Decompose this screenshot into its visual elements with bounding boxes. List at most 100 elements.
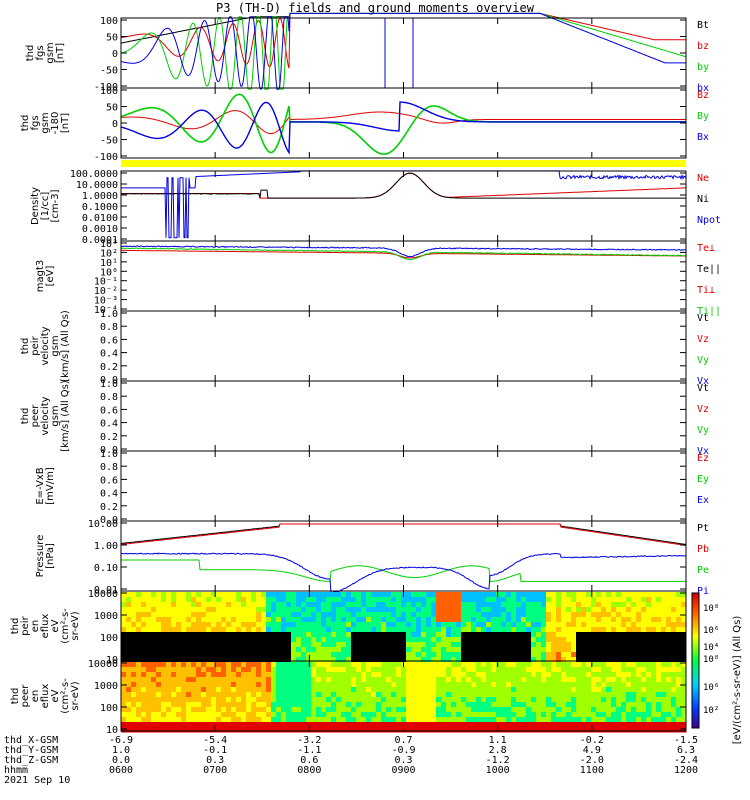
spectro-cell xyxy=(266,687,272,693)
spectro-cell xyxy=(321,727,327,733)
spectro-cell xyxy=(486,727,492,733)
spectro-cell xyxy=(346,682,352,688)
spectro-cell xyxy=(311,642,317,648)
spectro-cell xyxy=(166,717,172,723)
spectro-cell xyxy=(496,667,502,673)
spectro-cell xyxy=(491,652,497,658)
spectro-cell xyxy=(666,657,672,663)
spectro-cell xyxy=(366,672,372,678)
quality-bar xyxy=(121,160,686,167)
spectro-cell xyxy=(216,692,222,698)
spectro-cell xyxy=(276,602,282,608)
spectro-cell xyxy=(141,672,147,678)
spectro-cell xyxy=(671,672,677,678)
spectro-cell xyxy=(496,702,502,708)
spectro-cell xyxy=(681,697,687,703)
spectro-cell xyxy=(551,687,557,693)
spectro-cell xyxy=(306,647,312,653)
spectro-cell xyxy=(566,617,572,623)
spectro-cell xyxy=(151,667,157,673)
spectro-cell xyxy=(306,602,312,608)
spectro-cell xyxy=(136,662,142,668)
spectro-cell xyxy=(581,672,587,678)
spectro-cell xyxy=(236,652,242,658)
spectro-cell xyxy=(456,707,462,713)
spectro-cell xyxy=(361,697,367,703)
spectro-cell xyxy=(241,717,247,723)
spectro-cell xyxy=(151,712,157,718)
spectro-cell xyxy=(431,647,437,653)
spectro-cell xyxy=(491,687,497,693)
spectro-cell xyxy=(571,602,577,608)
spectro-cell xyxy=(231,657,237,663)
spectro-cell xyxy=(221,657,227,663)
spectro-cell xyxy=(421,682,427,688)
spectro-cell xyxy=(316,717,322,723)
spectro-cell xyxy=(606,697,612,703)
spectro-cell xyxy=(191,712,197,718)
spectro-cell xyxy=(681,637,687,643)
spectro-cell xyxy=(371,597,377,603)
y-axis-label: gsm xyxy=(40,112,51,133)
spectro-cell xyxy=(321,697,327,703)
spectro-cell xyxy=(306,662,312,668)
y-tick-label: 0.6 xyxy=(100,405,118,416)
legend-vt: Vt xyxy=(697,313,709,324)
spectro-cell xyxy=(591,627,597,633)
spectro-cell xyxy=(646,692,652,698)
y-tick-label: 0.2 xyxy=(100,432,118,443)
spectro-cell xyxy=(681,707,687,713)
spectro-cell xyxy=(636,672,642,678)
spectro-cell xyxy=(436,632,442,638)
spectro-cell xyxy=(626,667,632,673)
spectro-cell xyxy=(196,627,202,633)
spectro-cell xyxy=(466,617,472,623)
spectro-cell xyxy=(616,607,622,613)
spectro-cell xyxy=(361,602,367,608)
spectro-cell xyxy=(471,707,477,713)
legend-vz: Vz xyxy=(697,334,709,345)
spectro-cell xyxy=(506,692,512,698)
spectro-cell xyxy=(586,687,592,693)
spectro-cell xyxy=(321,647,327,653)
spectro-cell xyxy=(566,667,572,673)
spectro-cell xyxy=(636,592,642,598)
spectro-cell xyxy=(496,682,502,688)
spectro-cell xyxy=(601,672,607,678)
spectro-cell xyxy=(196,672,202,678)
spectro-cell xyxy=(576,607,582,613)
spectro-cell xyxy=(601,682,607,688)
spectro-cell xyxy=(541,597,547,603)
spectro-cell xyxy=(676,647,682,653)
spectro-cell xyxy=(486,622,492,628)
spectro-cell xyxy=(621,667,627,673)
spectro-cell xyxy=(226,602,232,608)
spectro-cell xyxy=(631,652,637,658)
spectro-cell xyxy=(281,697,287,703)
spectro-cell xyxy=(401,632,407,638)
spectro-cell xyxy=(516,592,522,598)
spectro-cell xyxy=(506,612,512,618)
spectro-cell xyxy=(396,667,402,673)
spectro-cell xyxy=(481,637,487,643)
spectro-cell xyxy=(286,657,292,663)
spectro-cell xyxy=(126,627,132,633)
spectro-cell xyxy=(251,647,257,653)
spectro-cell xyxy=(211,657,217,663)
spectro-cell xyxy=(511,727,517,733)
spectro-cell xyxy=(296,692,302,698)
series-line-pb xyxy=(120,523,687,546)
spectro-cell xyxy=(501,697,507,703)
spectro-cell xyxy=(121,697,127,703)
spectro-cell xyxy=(626,597,632,603)
spectro-cell xyxy=(401,672,407,678)
spectro-cell xyxy=(671,602,677,608)
spectro-cell xyxy=(186,717,192,723)
spectro-cell xyxy=(296,662,302,668)
spectro-cell xyxy=(351,697,357,703)
y-tick-label: 0.6 xyxy=(100,335,118,346)
spectro-cell xyxy=(646,637,652,643)
spectro-cell xyxy=(551,647,557,653)
spectro-cell xyxy=(211,612,217,618)
spectro-cell xyxy=(426,642,432,648)
